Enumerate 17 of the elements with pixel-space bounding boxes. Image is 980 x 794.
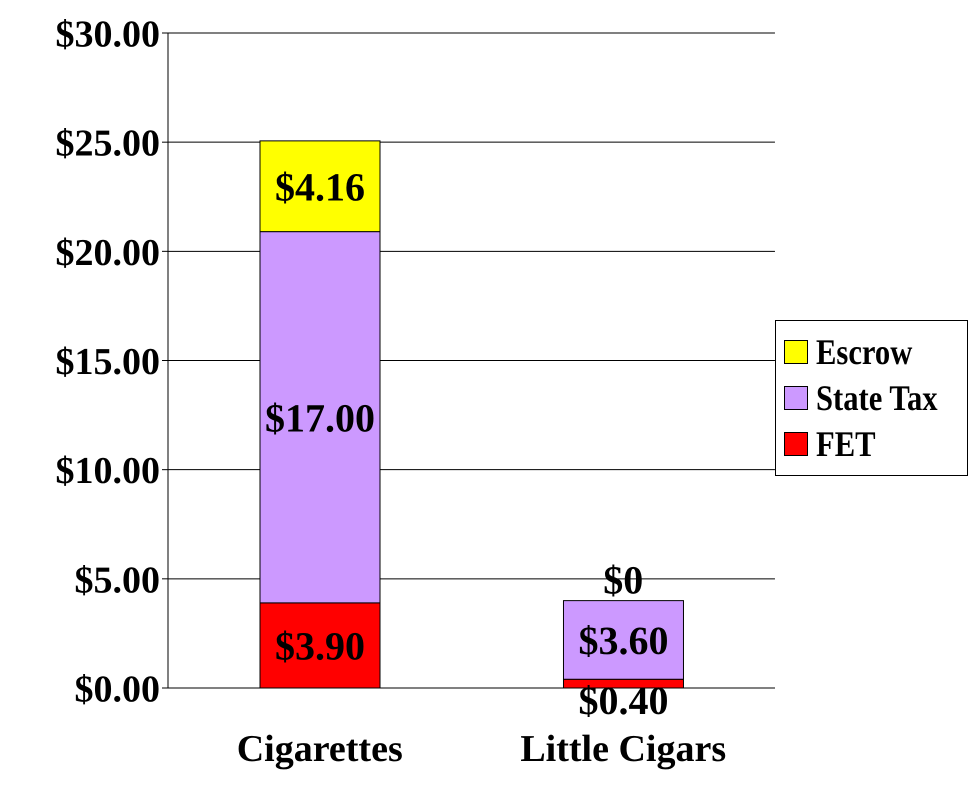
y-tick-label: $0.00 bbox=[74, 668, 160, 710]
x-tick-label: Little Cigars bbox=[520, 728, 726, 770]
legend-label: Escrow bbox=[816, 331, 912, 373]
data-label: $0.40 bbox=[578, 678, 668, 723]
y-tick-label: $20.00 bbox=[56, 232, 160, 274]
data-label: $4.16 bbox=[275, 164, 365, 210]
y-tick-label: $25.00 bbox=[56, 122, 160, 165]
y-tick-label: $5.00 bbox=[74, 559, 160, 602]
y-tick-label: $30.00 bbox=[56, 13, 160, 56]
x-tick-label: Cigarettes bbox=[236, 728, 403, 770]
y-tick-label: $10.00 bbox=[56, 450, 160, 492]
data-label: $3.90 bbox=[275, 623, 365, 668]
legend-label: FET bbox=[816, 423, 876, 465]
legend-label: State Tax bbox=[816, 377, 938, 419]
data-label: $17.00 bbox=[265, 395, 375, 440]
data-label: $3.60 bbox=[578, 618, 668, 663]
y-tick-label: $15.00 bbox=[56, 340, 160, 383]
